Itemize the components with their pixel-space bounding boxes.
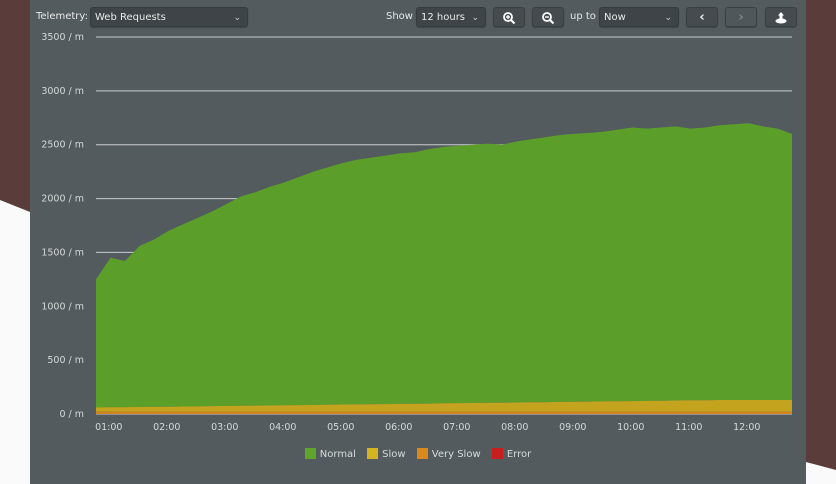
x-tick-label: 03:00: [211, 422, 238, 433]
telemetry-label: Telemetry:: [36, 11, 88, 22]
x-tick-label: 07:00: [443, 422, 470, 433]
up-to-value: Now: [604, 12, 626, 23]
telemetry-select[interactable]: Web Requests ⌄: [90, 7, 248, 27]
legend-label: Very Slow: [431, 449, 481, 460]
telemetry-select-value: Web Requests: [95, 12, 166, 23]
show-range-value: 12 hours: [421, 12, 466, 23]
y-tick-label: 1500 / m: [41, 247, 84, 258]
y-tick-label: 1000 / m: [41, 301, 84, 312]
show-label: Show: [386, 11, 413, 22]
y-tick-label: 0 / m: [59, 409, 84, 420]
area-normal: [96, 123, 792, 408]
x-tick-label: 12:00: [733, 422, 760, 433]
chevron-down-icon: ⌄: [471, 13, 479, 23]
zoom-in-icon: [503, 12, 516, 25]
legend-label: Error: [506, 449, 532, 460]
x-tick-label: 06:00: [385, 422, 412, 433]
zoom-in-button[interactable]: [493, 7, 525, 27]
area-slow: [96, 400, 792, 412]
show-range-select[interactable]: 12 hours ⌄: [416, 7, 486, 27]
requests-chart: 0 / m 500 / m 1000 / m 1500 / m 2000 / m 2500…: [41, 32, 792, 433]
y-tick-label: 500 / m: [47, 355, 84, 366]
toolbar: Telemetry: Web Requests ⌄ Show 12 hours …: [30, 6, 806, 28]
legend-item-slow[interactable]: Slow: [367, 448, 406, 460]
x-tick-label: 04:00: [269, 422, 296, 433]
x-tick-label: 02:00: [153, 422, 180, 433]
zoom-out-icon: [542, 12, 555, 25]
y-tick-label: 2000 / m: [41, 194, 84, 205]
x-tick-label: 08:00: [501, 422, 528, 433]
legend-swatch-slow: [367, 448, 379, 459]
chevron-left-icon: ‹: [699, 10, 705, 25]
x-tick-label: 10:00: [617, 422, 644, 433]
export-icon: [775, 12, 787, 24]
up-to-select[interactable]: Now ⌄: [599, 7, 679, 27]
area-very-slow: [96, 411, 792, 414]
chevron-down-icon: ⌄: [233, 13, 241, 23]
legend-item-very-slow[interactable]: Very Slow: [416, 448, 481, 460]
x-tick-label: 05:00: [327, 422, 354, 433]
legend-swatch-error: [491, 448, 503, 459]
x-tick-label: 01:00: [95, 422, 122, 433]
up-to-label: up to: [570, 11, 596, 22]
export-button[interactable]: [765, 7, 797, 27]
chart-legend: Normal Slow Very Slow Error: [30, 448, 806, 460]
x-tick-label: 09:00: [559, 422, 586, 433]
legend-label: Slow: [382, 449, 406, 460]
y-tick-label: 3000 / m: [41, 86, 84, 97]
x-tick-label: 11:00: [675, 422, 702, 433]
telemetry-panel: Telemetry: Web Requests ⌄ Show 12 hours …: [30, 0, 806, 484]
legend-label: Normal: [319, 449, 356, 460]
legend-swatch-very-slow: [416, 448, 428, 459]
y-tick-label: 2500 / m: [41, 140, 84, 151]
chevron-right-icon: ›: [738, 10, 744, 25]
zoom-out-button[interactable]: [532, 7, 564, 27]
next-button[interactable]: ›: [725, 7, 757, 27]
previous-button[interactable]: ‹: [686, 7, 718, 27]
y-tick-label: 3500 / m: [41, 32, 84, 43]
legend-item-normal[interactable]: Normal: [304, 448, 356, 460]
chevron-down-icon: ⌄: [664, 13, 672, 23]
legend-item-error[interactable]: Error: [491, 448, 532, 460]
legend-swatch-normal: [304, 448, 316, 459]
